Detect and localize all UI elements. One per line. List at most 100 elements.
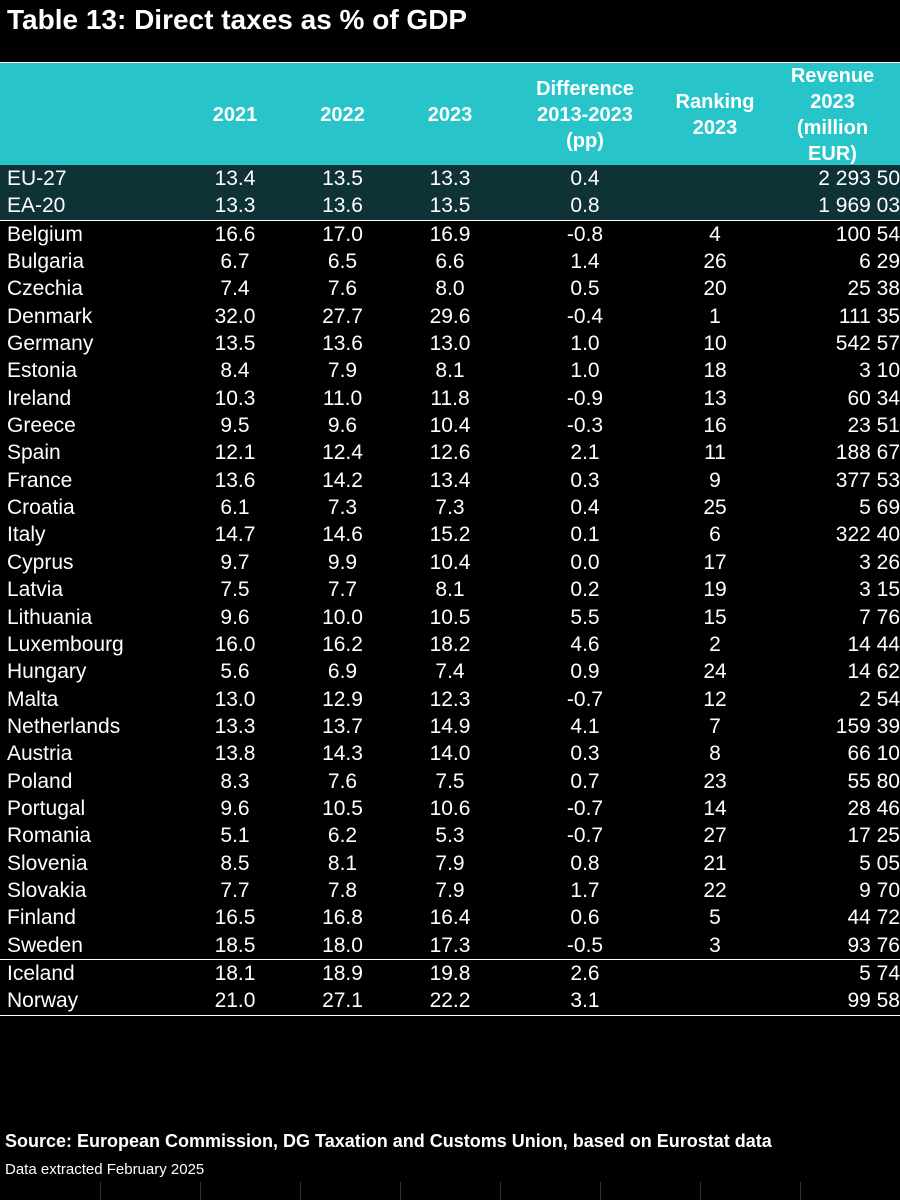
cell-revenue: 322 40 (835, 523, 900, 547)
cell-2021: 13.3 (214, 194, 256, 218)
header-country (0, 63, 180, 166)
cell-country: Ireland (7, 386, 72, 410)
cell-revenue: 6 29 (859, 250, 900, 274)
cell-2022: 14.2 (322, 468, 363, 492)
cell-ranking: 2 (709, 632, 721, 656)
cell-2023: 8.1 (435, 578, 465, 602)
cell-country: Spain (7, 441, 61, 465)
cell-ranking: 4 (709, 222, 721, 246)
cell-ranking: 14 (703, 796, 727, 820)
cell-revenue: 14 44 (847, 632, 900, 656)
cell-difference: 0.3 (570, 742, 600, 766)
cell-2022: 14.3 (322, 742, 363, 766)
cell-difference: -0.3 (566, 414, 604, 438)
tick-mark (400, 1182, 401, 1200)
table-row: Malta 13.0 12.9 12.3 -0.7 12 2 54 (0, 686, 900, 713)
cell-ranking: 19 (703, 578, 727, 602)
tick-mark (700, 1182, 701, 1200)
cell-country: Slovakia (7, 878, 87, 902)
cell-2022: 13.5 (322, 167, 363, 190)
cell-2022: 13.7 (322, 714, 363, 738)
table-row: Bulgaria 6.7 6.5 6.6 1.4 26 6 29 (0, 248, 900, 275)
cell-country: Belgium (7, 222, 83, 246)
cell-2021: 13.4 (214, 167, 256, 190)
cell-2022: 10.0 (322, 605, 363, 629)
header-revenue: Revenue 2023 (million EUR) (790, 64, 875, 165)
cell-ranking: 10 (703, 332, 727, 356)
cell-2021: 13.3 (214, 714, 256, 738)
cell-country: Cyprus (7, 550, 74, 574)
cell-difference: 0.2 (570, 578, 600, 602)
table-row: Czechia 7.4 7.6 8.0 0.5 20 25 38 (0, 275, 900, 302)
cell-revenue: 28 46 (847, 796, 900, 820)
cell-ranking: 20 (703, 277, 727, 301)
table-row: France 13.6 14.2 13.4 0.3 9 377 53 (0, 467, 900, 494)
cell-2023: 5.3 (435, 824, 465, 848)
cell-2023: 14.0 (429, 742, 471, 766)
cell-difference: 0.5 (570, 277, 600, 301)
cell-difference: 1.7 (570, 878, 600, 902)
table-row: Slovenia 8.5 8.1 7.9 0.8 21 5 05 (0, 850, 900, 877)
cell-2022: 7.9 (327, 359, 358, 383)
cell-2021: 13.6 (214, 468, 256, 492)
cell-2023: 10.6 (429, 796, 471, 820)
cell-2021: 16.6 (214, 222, 256, 246)
cell-2022: 6.5 (327, 250, 358, 274)
extraction-date: Data extracted February 2025 (5, 1161, 205, 1178)
cell-revenue: 2 54 (859, 687, 900, 711)
cell-revenue: 55 80 (847, 769, 900, 793)
table-row: Denmark 32.0 27.7 29.6 -0.4 1 111 35 (0, 303, 900, 330)
table-row: Ireland 10.3 11.0 11.8 -0.9 13 60 34 (0, 385, 900, 412)
cell-2022: 9.6 (327, 414, 358, 438)
cell-revenue: 93 76 (847, 933, 900, 957)
cell-ranking: 18 (703, 359, 727, 383)
cell-revenue: 44 72 (847, 906, 900, 930)
cell-revenue: 5 69 (859, 496, 900, 520)
cell-ranking: 9 (709, 468, 721, 492)
table-row: Poland 8.3 7.6 7.5 0.7 23 55 80 (0, 768, 900, 795)
cell-ranking: 25 (703, 496, 727, 520)
cell-2022: 16.8 (322, 906, 363, 930)
cell-revenue: 66 10 (847, 742, 900, 766)
cell-2021: 5.6 (220, 660, 250, 684)
cell-country: France (7, 468, 73, 492)
cell-difference: 2.6 (570, 961, 600, 985)
cell-2021: 9.5 (220, 414, 250, 438)
cell-2022: 7.6 (327, 769, 358, 793)
table-row: Romania 5.1 6.2 5.3 -0.7 27 17 25 (0, 822, 900, 849)
cell-revenue: 2 293 50 (818, 167, 900, 190)
tick-mark (300, 1182, 301, 1200)
cell-2022: 6.2 (327, 824, 358, 848)
cell-ranking: 11 (704, 441, 726, 465)
cell-2022: 14.6 (322, 523, 363, 547)
cell-2022: 10.5 (322, 796, 363, 820)
cell-country: Slovenia (7, 851, 88, 875)
cell-2021: 18.1 (214, 961, 256, 985)
cell-2021: 12.1 (214, 441, 256, 465)
cell-2023: 13.3 (429, 167, 471, 190)
cell-country: Denmark (7, 304, 93, 328)
cell-difference: 0.0 (570, 550, 600, 574)
cell-revenue: 1 969 03 (818, 194, 900, 218)
table-row: Netherlands 13.3 13.7 14.9 4.1 7 159 39 (0, 713, 900, 740)
cell-2023: 10.5 (429, 605, 471, 629)
cell-country: Sweden (7, 933, 83, 957)
cell-difference: -0.7 (566, 824, 604, 848)
cell-country: Bulgaria (7, 250, 85, 274)
cell-2023: 19.8 (429, 961, 471, 985)
table-row: Luxembourg 16.0 16.2 18.2 4.6 2 14 44 (0, 631, 900, 658)
tick-mark (600, 1182, 601, 1200)
cell-difference: -0.8 (566, 222, 604, 246)
cell-ranking: 3 (709, 933, 721, 957)
cell-2023: 7.9 (435, 851, 465, 875)
cell-2021: 7.4 (220, 277, 250, 301)
cell-country: EU-27 (7, 167, 67, 190)
cell-2023: 10.4 (429, 550, 471, 574)
cell-2023: 16.4 (429, 906, 471, 930)
cell-2022: 8.1 (327, 851, 358, 875)
cell-2023: 18.2 (429, 632, 471, 656)
cell-2023: 15.2 (429, 523, 471, 547)
tick-mark (200, 1182, 201, 1200)
cell-2023: 7.9 (435, 878, 465, 902)
cell-revenue: 100 54 (835, 222, 900, 246)
